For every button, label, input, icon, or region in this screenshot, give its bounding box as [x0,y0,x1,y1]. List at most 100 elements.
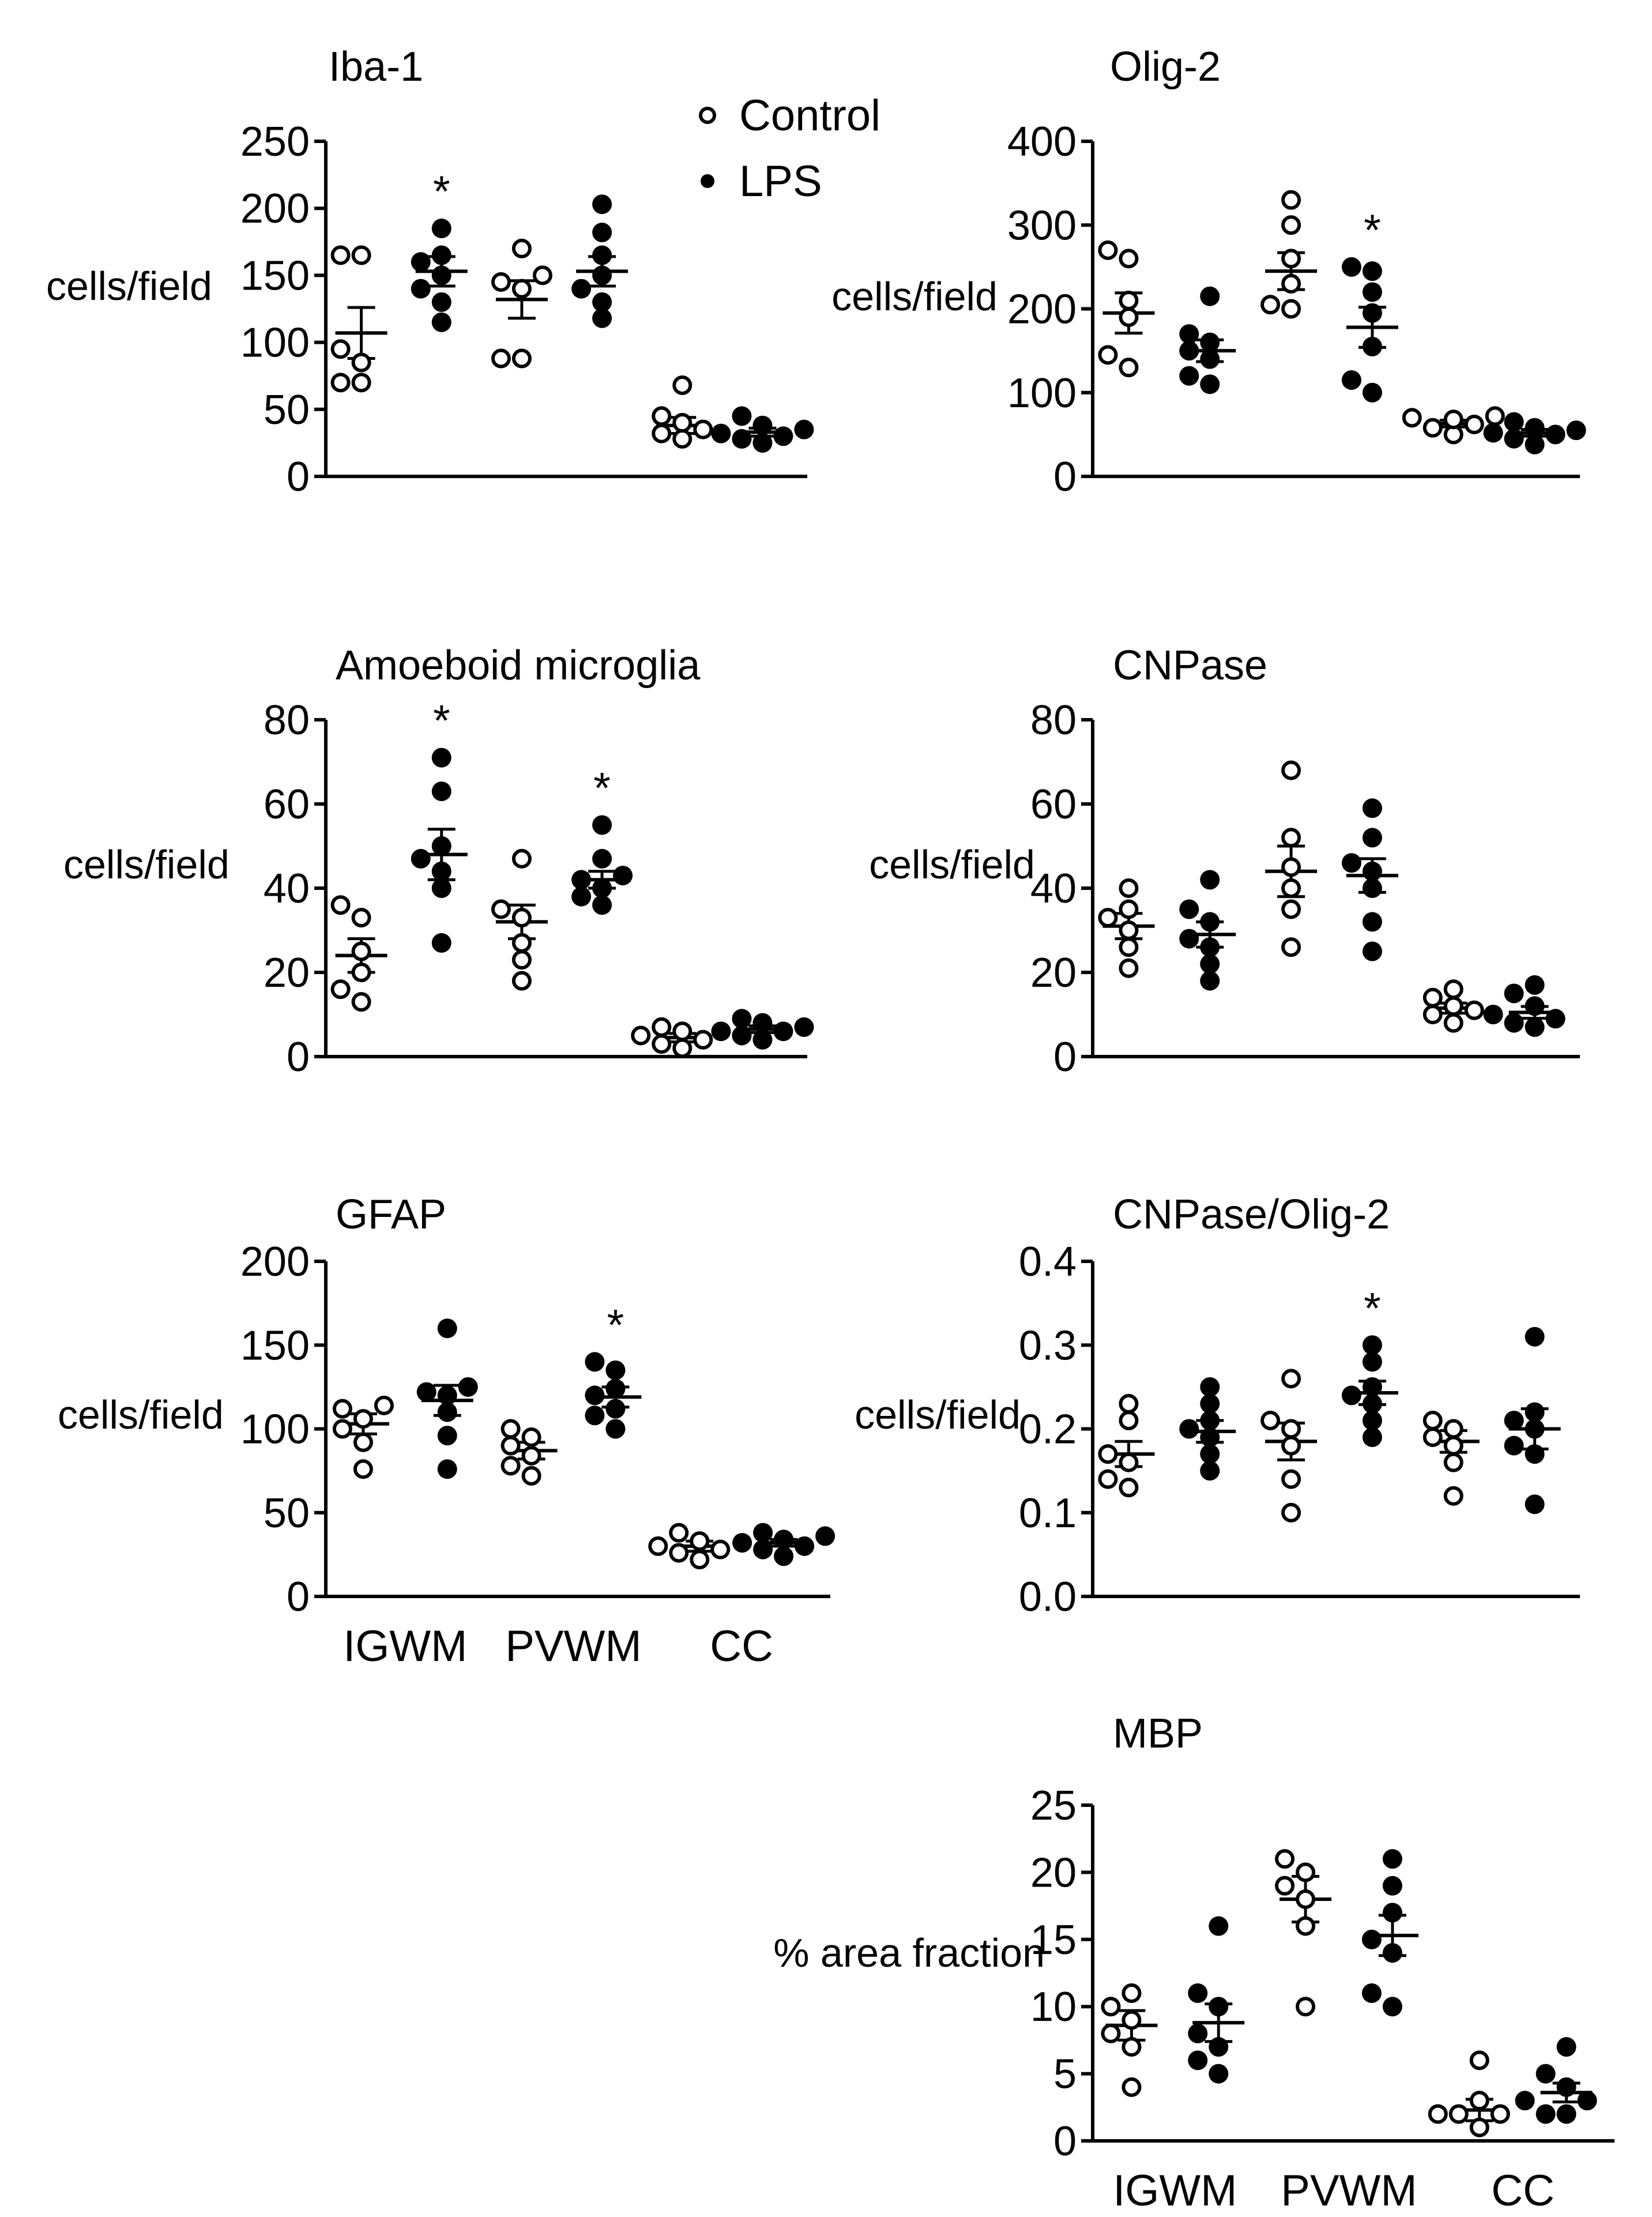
data-point-lps [1382,1903,1402,1923]
group-pvwm-control [1275,1849,1332,2017]
data-point-lps [1545,1009,1566,1029]
y-tick-label: 0.3 [1019,1322,1077,1369]
data-point-control [1101,2023,1121,2043]
data-point-lps [795,1536,815,1556]
data-point-lps [1504,429,1524,449]
data-point-lps [592,848,612,869]
panel-title: MBP [1113,1711,1203,1757]
data-point-control [1281,273,1301,294]
group-cc-lps [732,1523,836,1566]
group-pvwm-lps [1361,1849,1418,2017]
data-point-control [1119,1410,1139,1430]
group-igwm-control [332,1395,394,1479]
data-point-lps [1179,929,1199,949]
data-point-control [1443,1452,1463,1472]
data-point-lps [1188,2050,1208,2071]
data-point-control [652,423,672,444]
data-point-lps [1382,1997,1402,2017]
y-tick-label: 60 [264,781,310,828]
group-igwm-lps: * [411,167,468,332]
group-pvwm-control [491,848,548,991]
data-point-lps [1341,1385,1361,1406]
data-point-control [1469,2091,1489,2111]
data-point-control [1469,2050,1489,2071]
data-point-lps [592,878,612,898]
data-point-control [1119,1393,1139,1414]
group-cc-control [652,375,713,449]
legend: Control LPS [699,91,880,206]
data-point-control [1122,2037,1142,2057]
group-igwm-control [330,895,387,1012]
data-point-control [1119,937,1139,957]
data-point-lps [1362,861,1382,881]
data-point-lps [732,1533,752,1553]
data-point-control [1098,345,1118,365]
data-point-lps [1362,912,1382,932]
data-point-lps [437,1385,457,1406]
data-point-control [1281,760,1301,780]
y-axis-label: % area fraction [773,1930,1045,1975]
y-tick-label: 0 [287,454,310,500]
data-point-lps [732,429,752,449]
panel-title: Olig-2 [1110,44,1221,90]
data-point-lps [592,194,612,215]
data-point-control [1296,1997,1316,2017]
data-point-control [690,1550,710,1570]
y-tick-label: 0.4 [1019,1239,1077,1285]
data-point-lps [774,1530,794,1550]
data-point-lps [1483,1005,1503,1024]
data-point-control [1423,1410,1443,1430]
data-point-control [672,413,693,433]
group-pvwm-control [1260,1369,1318,1523]
group-pvwm-control [491,238,552,369]
data-point-control [1281,828,1301,848]
panel-5: CNPase/Olig-2 cells/field 0.0 0.1 0.2 0.3 0.4 * [855,1192,1580,1620]
data-point-control [1122,1983,1142,2003]
data-point-lps [1483,423,1503,443]
significance-marker: * [607,1301,624,1350]
y-tick-label: 100 [240,1407,310,1453]
data-point-control [351,373,371,393]
data-point-lps [416,1382,436,1402]
group-cc-lps [1483,975,1566,1037]
data-point-control [631,1025,651,1046]
data-point-control [1402,408,1422,428]
panel-title: CNPase [1113,642,1267,689]
data-point-control [1119,290,1139,310]
data-point-lps [1179,899,1199,919]
data-point-control [1281,1369,1301,1389]
y-tick-label: 50 [264,1490,310,1536]
y-tick-label: 250 [240,119,310,165]
data-point-lps [1362,828,1382,848]
data-point-control [511,238,532,258]
data-point-lps [585,1385,605,1406]
data-point-lps [411,252,431,272]
significance-marker: * [593,764,611,813]
data-point-control [1428,2104,1448,2124]
data-point-control [330,339,351,359]
data-point-control [1443,996,1463,1016]
data-point-lps [571,279,592,299]
data-point-lps [1209,2064,1229,2084]
data-point-lps [752,433,773,453]
data-point-control [672,1038,693,1058]
data-point-control [1281,299,1301,319]
data-point-control [672,429,693,449]
x-category-label: CC [710,1622,773,1671]
data-point-lps [1188,1983,1208,2003]
data-point-control [1423,1427,1443,1448]
panel-4: GFAP cells/field 0 50 100 150 200 * IGWM PVWM CC [58,1192,836,1671]
data-point-lps [1362,1352,1382,1372]
data-point-lps [1525,996,1545,1016]
data-point-lps [1556,2037,1576,2057]
y-tick-label: 60 [1030,781,1077,828]
data-point-control [521,1427,541,1448]
data-point-lps [1179,1419,1199,1439]
data-point-control [1119,307,1139,328]
data-point-control [1281,1502,1301,1523]
data-point-control [353,1409,373,1429]
data-point-control [1281,878,1301,898]
data-point-lps [1341,853,1361,873]
data-point-control [351,992,371,1012]
